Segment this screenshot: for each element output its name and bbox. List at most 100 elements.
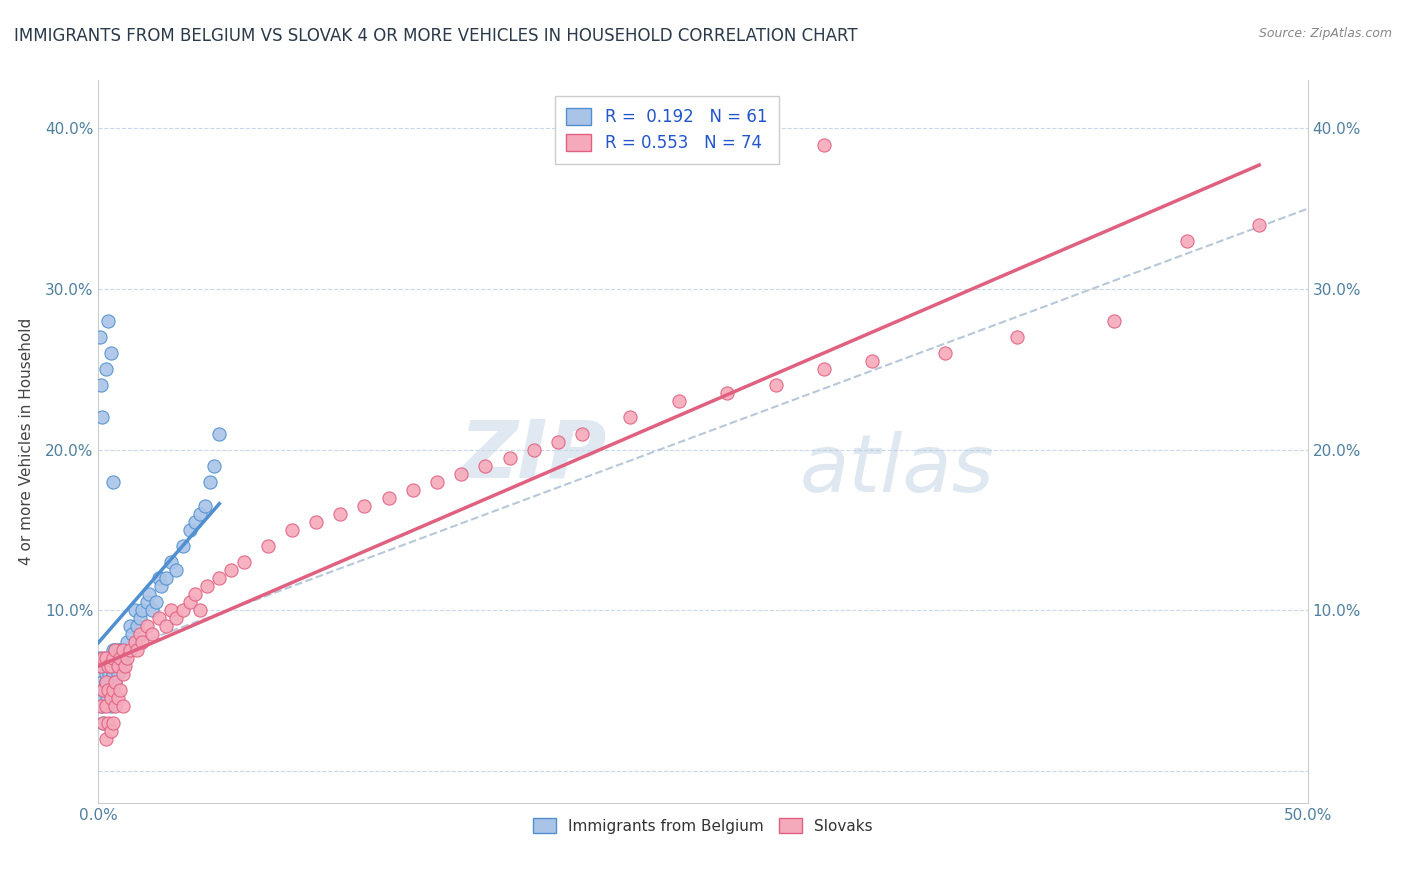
Point: [172, 539, 194, 553]
Point: [1175, 234, 1198, 248]
Point: [117, 651, 139, 665]
Point: [89, 330, 111, 344]
Point: [100, 691, 122, 706]
Point: [111, 651, 134, 665]
Point: [97, 314, 120, 328]
Point: [141, 627, 163, 641]
Point: [188, 507, 211, 521]
Point: [127, 619, 149, 633]
Point: [114, 659, 136, 673]
Point: [860, 354, 883, 368]
Point: [108, 683, 131, 698]
Point: [107, 691, 129, 706]
Point: [155, 619, 177, 633]
Point: [148, 611, 170, 625]
Point: [547, 434, 569, 449]
Point: [141, 603, 163, 617]
Point: [426, 475, 449, 489]
Point: [108, 651, 131, 665]
Point: [94, 675, 117, 690]
Point: [101, 659, 124, 673]
Point: [91, 410, 114, 425]
Point: [131, 635, 153, 649]
Point: [124, 635, 146, 649]
Point: [160, 603, 183, 617]
Point: [111, 699, 134, 714]
Point: [91, 683, 114, 698]
Point: [97, 675, 120, 690]
Point: [281, 523, 304, 537]
Point: [221, 563, 243, 577]
Point: [118, 643, 141, 657]
Point: [128, 611, 150, 625]
Point: [94, 362, 117, 376]
Point: [91, 715, 114, 730]
Point: [118, 619, 141, 633]
Point: [90, 699, 112, 714]
Point: [108, 659, 131, 673]
Point: [165, 563, 187, 577]
Point: [90, 378, 112, 392]
Point: [89, 651, 111, 665]
Point: [402, 483, 425, 497]
Point: [150, 579, 173, 593]
Point: [765, 378, 787, 392]
Point: [97, 659, 120, 673]
Point: [101, 683, 124, 698]
Point: [450, 467, 472, 481]
Point: [107, 643, 129, 657]
Point: [111, 659, 134, 673]
Point: [90, 659, 112, 673]
Point: [121, 627, 143, 641]
Text: Source: ZipAtlas.com: Source: ZipAtlas.com: [1258, 27, 1392, 40]
Point: [571, 426, 593, 441]
Point: [165, 611, 187, 625]
Point: [188, 603, 211, 617]
Text: atlas: atlas: [800, 432, 994, 509]
Point: [94, 651, 117, 665]
Point: [148, 571, 170, 585]
Point: [305, 515, 328, 529]
Point: [128, 627, 150, 641]
Text: ZIP: ZIP: [458, 417, 606, 495]
Point: [131, 603, 153, 617]
Point: [100, 675, 122, 690]
Point: [172, 603, 194, 617]
Point: [104, 659, 127, 673]
Point: [100, 723, 122, 738]
Point: [104, 675, 127, 690]
Point: [619, 410, 641, 425]
Point: [813, 362, 835, 376]
Point: [104, 699, 127, 714]
Point: [107, 667, 129, 681]
Point: [160, 555, 183, 569]
Point: [97, 683, 120, 698]
Point: [101, 667, 124, 681]
Point: [1007, 330, 1029, 344]
Point: [135, 619, 157, 633]
Point: [100, 346, 122, 360]
Point: [232, 555, 254, 569]
Point: [934, 346, 956, 360]
Point: [90, 683, 112, 698]
Point: [208, 571, 231, 585]
Point: [94, 675, 117, 690]
Point: [256, 539, 278, 553]
Point: [96, 691, 118, 706]
Point: [498, 450, 520, 465]
Point: [138, 587, 160, 601]
Point: [194, 499, 217, 513]
Point: [1102, 314, 1125, 328]
Point: [111, 643, 134, 657]
Point: [329, 507, 352, 521]
Point: [104, 651, 127, 665]
Point: [97, 683, 120, 698]
Point: [94, 667, 117, 681]
Point: [101, 651, 124, 665]
Point: [94, 699, 117, 714]
Point: [184, 515, 207, 529]
Point: [117, 635, 139, 649]
Point: [101, 715, 124, 730]
Point: [100, 651, 122, 665]
Point: [101, 683, 124, 698]
